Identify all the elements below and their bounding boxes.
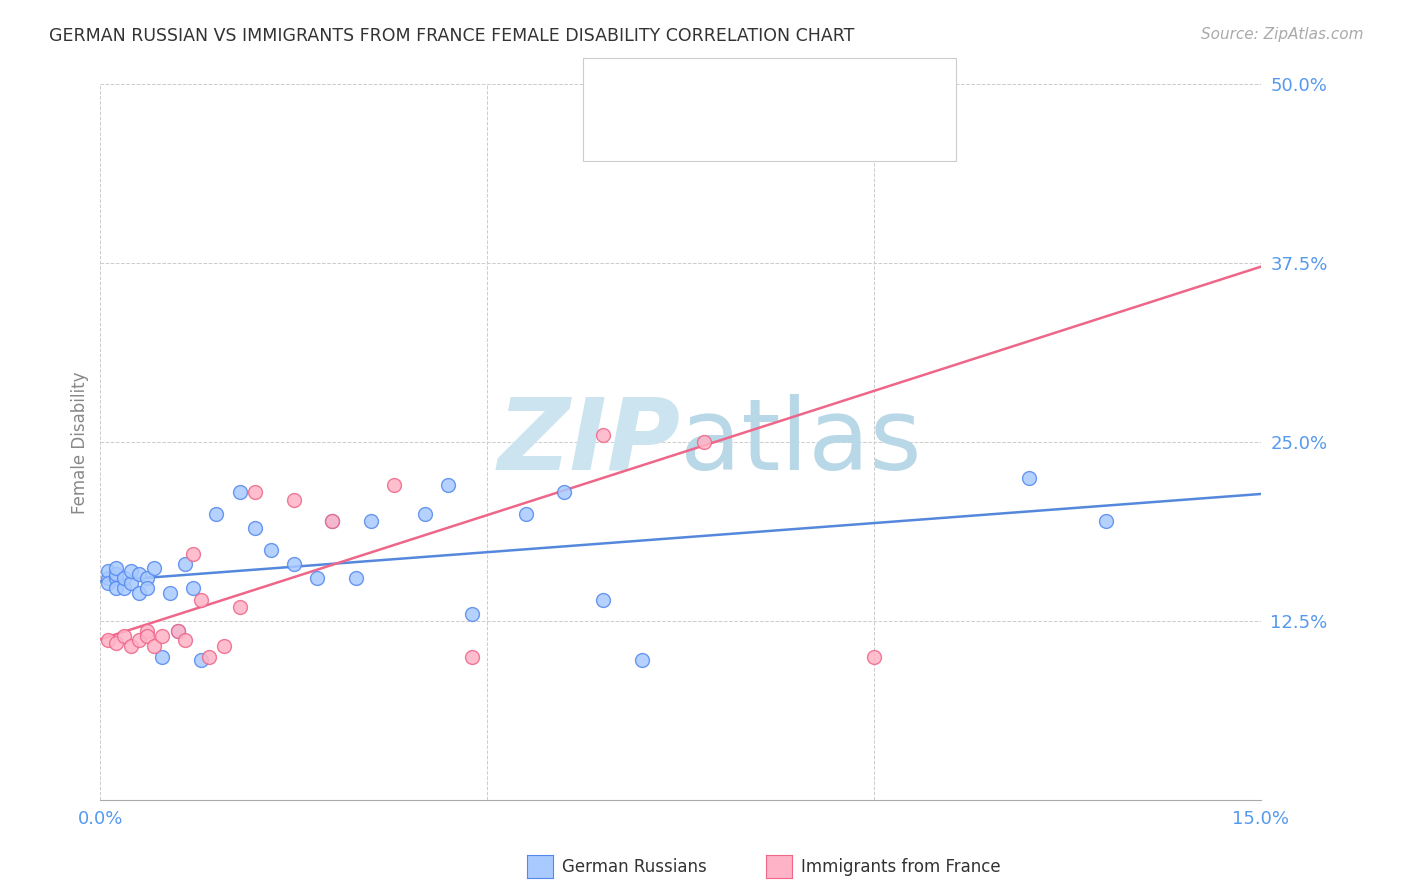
Text: 25: 25 — [766, 126, 792, 145]
Point — [437, 478, 460, 492]
Point — [1018, 471, 1040, 485]
Point — [120, 564, 142, 578]
Point — [181, 547, 204, 561]
Point — [135, 624, 157, 639]
Point — [344, 571, 367, 585]
Point — [692, 435, 714, 450]
Point — [460, 650, 482, 665]
Text: German Russians: German Russians — [562, 858, 707, 876]
Point — [150, 650, 173, 665]
Point — [382, 478, 405, 492]
Point — [190, 592, 212, 607]
Point — [190, 653, 212, 667]
Text: Immigrants from France: Immigrants from France — [801, 858, 1001, 876]
Point — [197, 650, 219, 665]
Point — [321, 514, 343, 528]
Point — [143, 561, 166, 575]
Point — [243, 485, 266, 500]
Point — [321, 514, 343, 528]
Point — [112, 629, 135, 643]
Point — [863, 650, 886, 665]
Point — [305, 571, 328, 585]
Point — [553, 485, 575, 500]
Point — [592, 592, 614, 607]
Point — [97, 564, 120, 578]
Point — [181, 582, 204, 596]
Text: N =: N = — [731, 126, 773, 145]
Point — [205, 507, 228, 521]
Point — [104, 561, 127, 575]
Point — [460, 607, 482, 621]
Text: atlas: atlas — [681, 394, 922, 491]
Point — [97, 575, 120, 590]
Point — [97, 571, 120, 585]
Point — [212, 639, 235, 653]
Text: Source: ZipAtlas.com: Source: ZipAtlas.com — [1201, 27, 1364, 42]
Point — [135, 571, 157, 585]
Point — [128, 632, 150, 647]
Text: R =: R = — [634, 77, 675, 96]
Point — [259, 542, 281, 557]
Point — [135, 582, 157, 596]
Point — [515, 507, 537, 521]
Point — [128, 567, 150, 582]
Point — [283, 492, 305, 507]
Point — [283, 557, 305, 571]
Point — [120, 575, 142, 590]
Text: R =: R = — [634, 126, 675, 145]
Text: ZIP: ZIP — [498, 394, 681, 491]
Point — [243, 521, 266, 535]
Point — [166, 624, 188, 639]
Point — [104, 571, 127, 585]
Text: N =: N = — [731, 77, 773, 96]
Point — [104, 567, 127, 582]
Point — [228, 485, 250, 500]
Point — [630, 653, 652, 667]
Text: 0.616: 0.616 — [668, 126, 721, 145]
Point — [159, 585, 181, 599]
Y-axis label: Female Disability: Female Disability — [72, 371, 89, 514]
Point — [228, 599, 250, 614]
Point — [104, 582, 127, 596]
Point — [1095, 514, 1118, 528]
Point — [174, 632, 197, 647]
Point — [166, 624, 188, 639]
Text: 40: 40 — [766, 77, 792, 96]
Point — [128, 585, 150, 599]
Point — [360, 514, 382, 528]
Point — [112, 582, 135, 596]
Point — [592, 428, 614, 442]
Point — [120, 639, 142, 653]
Point — [135, 629, 157, 643]
Point — [413, 507, 436, 521]
Text: GERMAN RUSSIAN VS IMMIGRANTS FROM FRANCE FEMALE DISABILITY CORRELATION CHART: GERMAN RUSSIAN VS IMMIGRANTS FROM FRANCE… — [49, 27, 855, 45]
Point — [174, 557, 197, 571]
Point — [143, 639, 166, 653]
Point — [104, 636, 127, 650]
Point — [150, 629, 173, 643]
Point — [112, 571, 135, 585]
Point — [786, 135, 808, 149]
Point — [97, 632, 120, 647]
Text: 0.204: 0.204 — [668, 77, 721, 96]
